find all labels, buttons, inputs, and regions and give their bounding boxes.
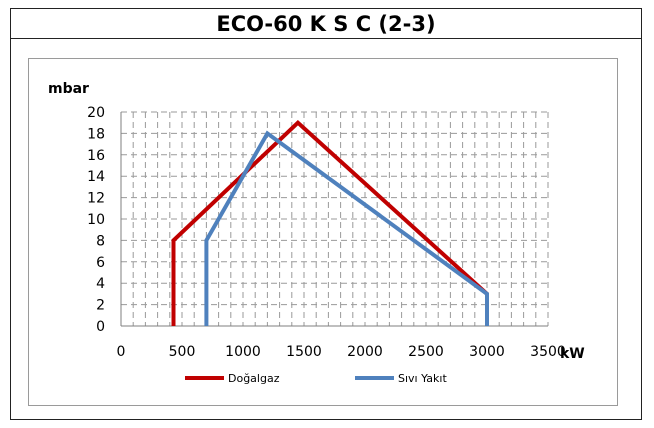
y-tick-label: 10 <box>87 212 105 228</box>
y-tick-label: 12 <box>87 191 105 207</box>
legend-label: Sıvı Yakıt <box>398 372 447 385</box>
y-tick-label: 14 <box>87 169 105 185</box>
x-tick-label: 1000 <box>225 344 261 360</box>
y-axis-title: mbar <box>48 81 89 97</box>
chart-title: ECO-60 K S C (2-3) <box>11 9 641 39</box>
chart-frame: ECO-60 K S C (2-3) <box>10 8 642 420</box>
y-tick-label: 2 <box>96 298 105 314</box>
x-tick-label: 2000 <box>347 344 383 360</box>
x-tick-label: 1500 <box>286 344 322 360</box>
y-tick-label: 0 <box>96 319 105 335</box>
y-tick-label: 16 <box>87 148 105 164</box>
x-tick-label: 3500 <box>530 344 566 360</box>
x-tick-label: 3000 <box>469 344 505 360</box>
x-tick-label: 2500 <box>408 344 444 360</box>
chart-area-border <box>28 58 618 406</box>
x-axis-title: kW <box>560 346 585 362</box>
y-tick-label: 4 <box>96 276 105 292</box>
y-tick-label: 8 <box>96 233 105 249</box>
y-tick-label: 20 <box>87 105 105 121</box>
x-tick-label: 500 <box>169 344 196 360</box>
y-tick-label: 6 <box>96 255 105 271</box>
series-line-dogalgaz <box>171 119 489 326</box>
series-line-sivi-yakit <box>204 130 489 326</box>
y-tick-label: 18 <box>87 126 105 142</box>
legend-label: Doğalgaz <box>228 372 280 385</box>
x-tick-label: 0 <box>117 344 126 360</box>
